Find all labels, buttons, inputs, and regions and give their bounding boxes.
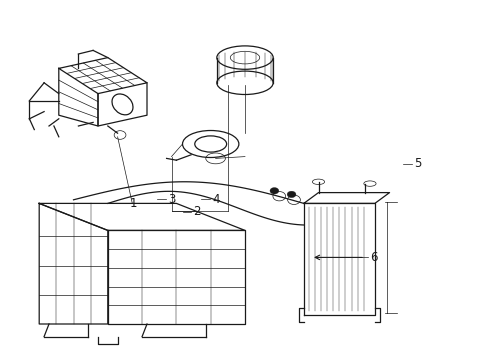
Text: 2: 2 bbox=[194, 205, 201, 218]
Circle shape bbox=[287, 191, 296, 198]
Text: 3: 3 bbox=[168, 193, 175, 206]
Text: 5: 5 bbox=[414, 157, 421, 170]
Text: 1: 1 bbox=[130, 197, 137, 210]
Text: 6: 6 bbox=[370, 251, 377, 264]
Text: 4: 4 bbox=[212, 193, 220, 206]
Circle shape bbox=[270, 188, 279, 194]
